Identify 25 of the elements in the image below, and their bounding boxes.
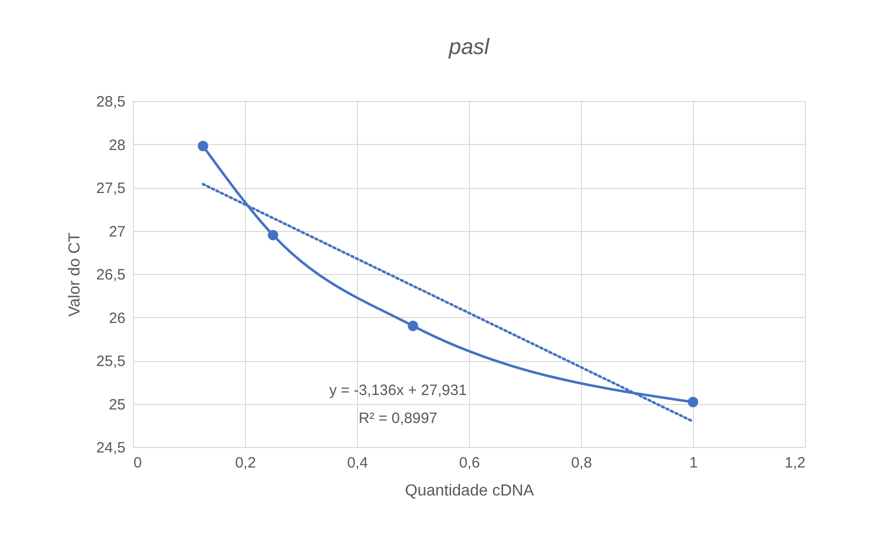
y-axis-title: Valor do CT: [66, 232, 84, 317]
x-tick-label: 0,8: [571, 454, 592, 472]
point: [268, 230, 278, 240]
y-tick-label: 28: [108, 136, 126, 154]
chart-title: pasl: [448, 34, 490, 59]
x-tick-label: 1,2: [784, 454, 806, 472]
x-axis-title: Quantidade cDNA: [405, 482, 534, 500]
y-tick-label: 27: [108, 223, 126, 240]
x-tick-label: 0,2: [235, 454, 256, 472]
point: [408, 320, 418, 332]
x-tick-label: 0: [134, 454, 142, 472]
y-tick-label: 27,5: [96, 180, 126, 197]
y-tick-label: 26: [108, 310, 126, 327]
point: [688, 396, 698, 408]
annotation: R² = 0,8997: [358, 410, 438, 427]
y-tick-label: 26,5: [96, 266, 126, 284]
x-tick-label: 0,4: [347, 454, 368, 472]
y-tick-label: 25,5: [96, 353, 126, 370]
y-tick-label: 25: [108, 396, 126, 414]
annotation: y = -3,136x + 27,931: [329, 382, 467, 399]
x-tick-label: 0,6: [459, 454, 480, 472]
point: [198, 140, 208, 152]
x-tick-label: 1: [689, 454, 698, 472]
y-tick-label: 24,5: [96, 440, 126, 456]
y-tick-label: 28,5: [96, 94, 126, 110]
